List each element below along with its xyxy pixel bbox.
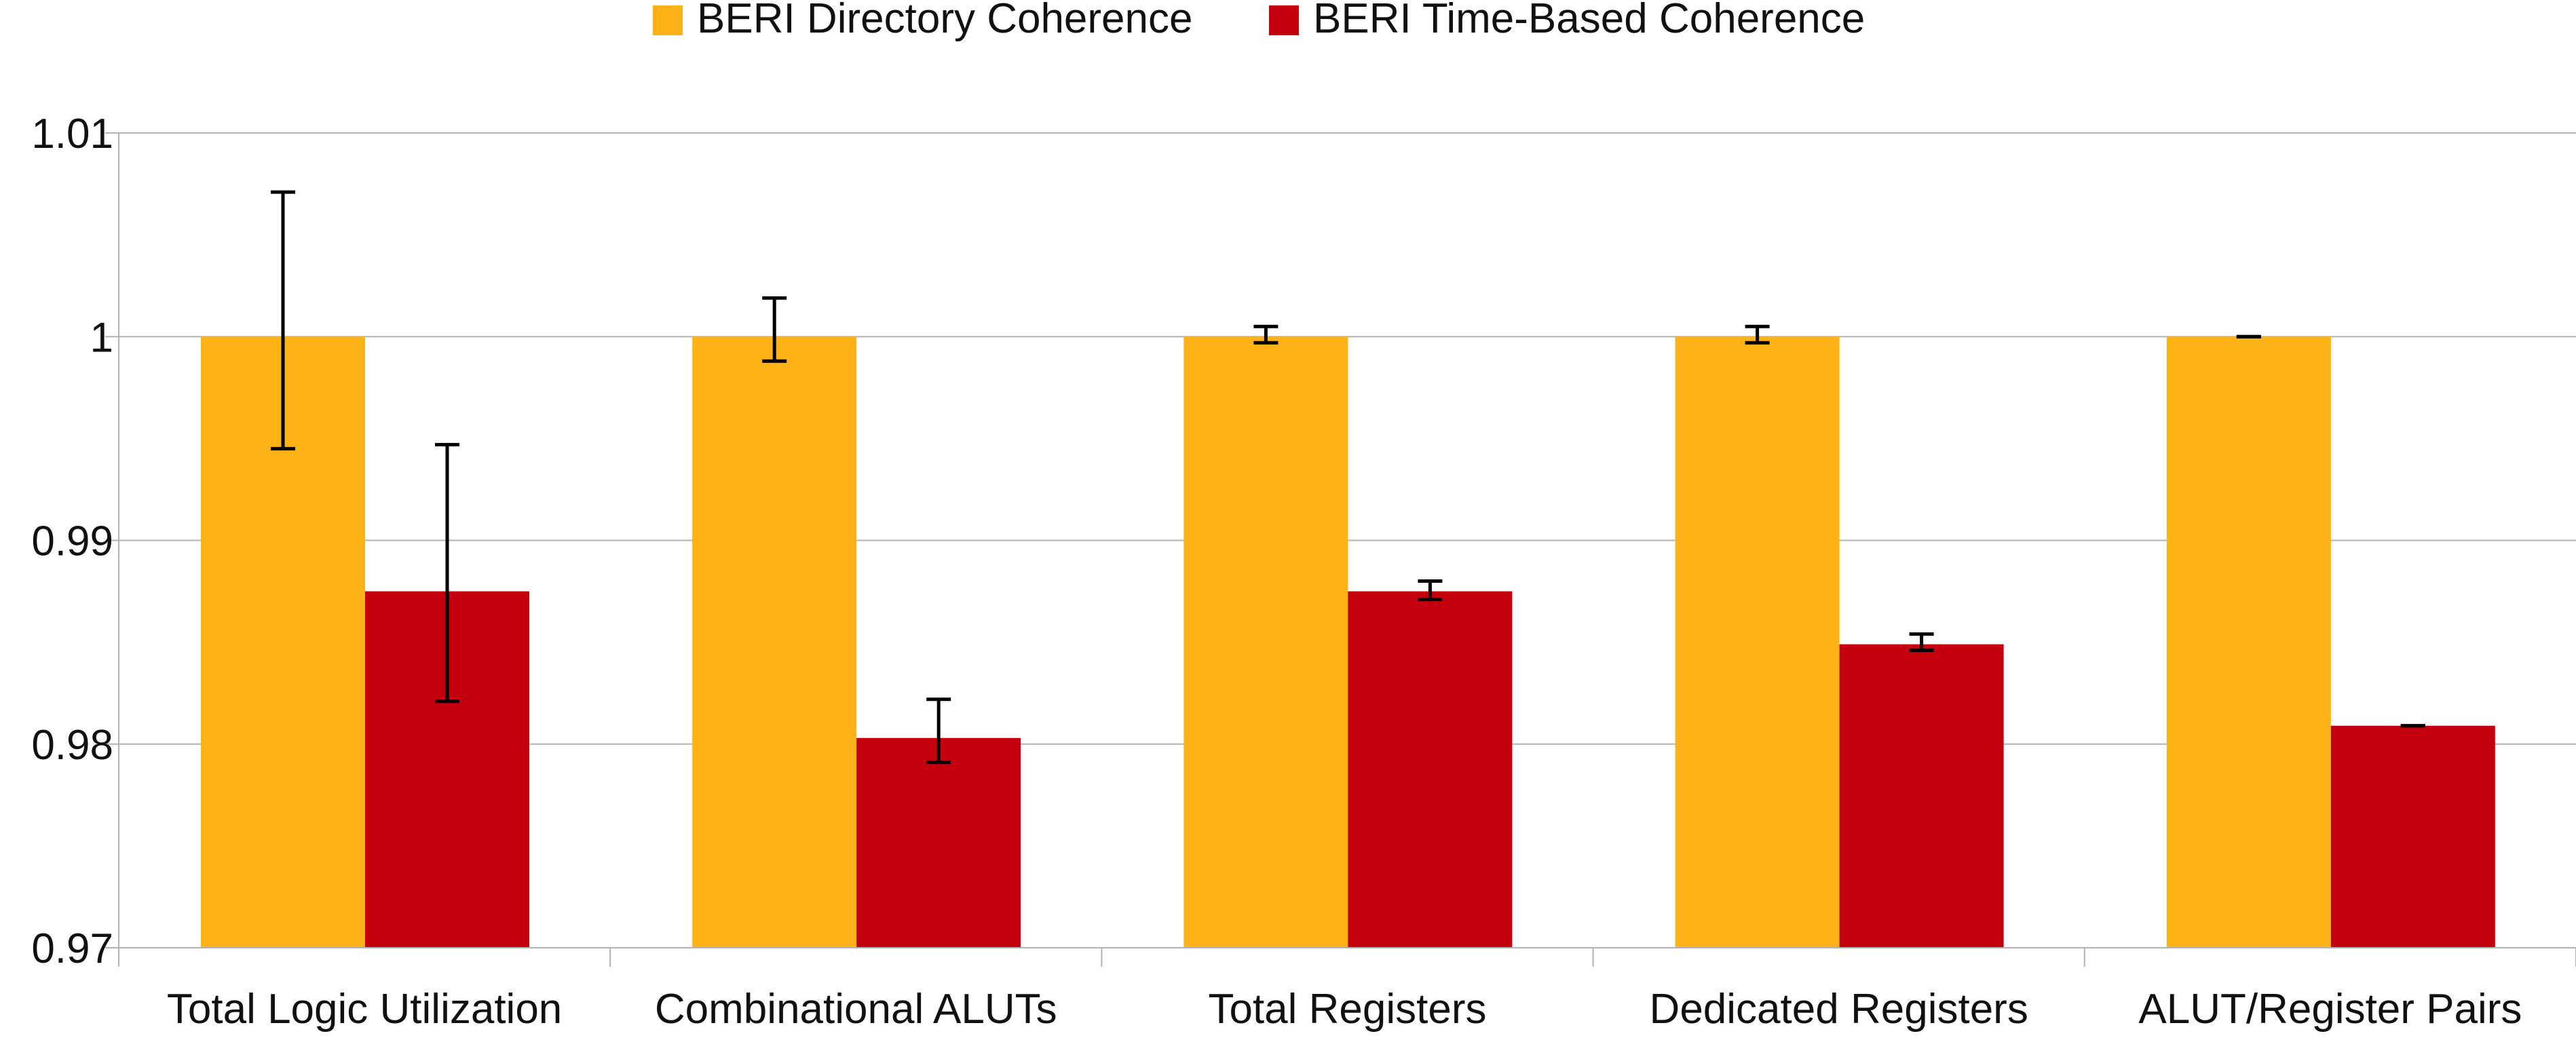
x-tick-label: ALUT/Register Pairs	[2138, 986, 2522, 1033]
bar	[856, 737, 1021, 948]
bar	[1675, 337, 1840, 948]
x-tick-label: Total Logic Utilization	[167, 986, 562, 1033]
error-bars	[271, 190, 2425, 765]
legend-label: BERI Directory Coherence	[697, 0, 1193, 42]
bar	[1839, 644, 2004, 948]
x-tick-label: Combinational ALUTs	[655, 986, 1057, 1033]
y-tick-label: 1	[90, 314, 113, 361]
legend: BERI Directory Coherence BERI Time-Based …	[653, 0, 1865, 42]
bar	[2330, 725, 2495, 948]
axes	[105, 132, 2576, 967]
x-tick-label: Dedicated Registers	[1650, 986, 2028, 1033]
x-tick-label: Total Registers	[1208, 986, 1486, 1033]
legend-swatch	[1269, 5, 1299, 35]
y-tick-label: 0.98	[31, 722, 113, 769]
legend-label: BERI Time-Based Coherence	[1313, 0, 1865, 42]
y-tick-label: 0.97	[31, 925, 113, 972]
y-tick-label: 0.99	[31, 518, 113, 565]
bar	[1183, 337, 1348, 948]
bar	[1348, 591, 1513, 948]
bar	[692, 337, 857, 948]
bar	[2166, 337, 2331, 948]
y-tick-label: 1.01	[31, 111, 113, 157]
legend-swatch	[653, 5, 683, 35]
tick-labels: 0.97 0.98 0.99 1 1.01 Total Logic Utilization…	[31, 111, 2522, 1033]
bars	[201, 337, 2495, 948]
